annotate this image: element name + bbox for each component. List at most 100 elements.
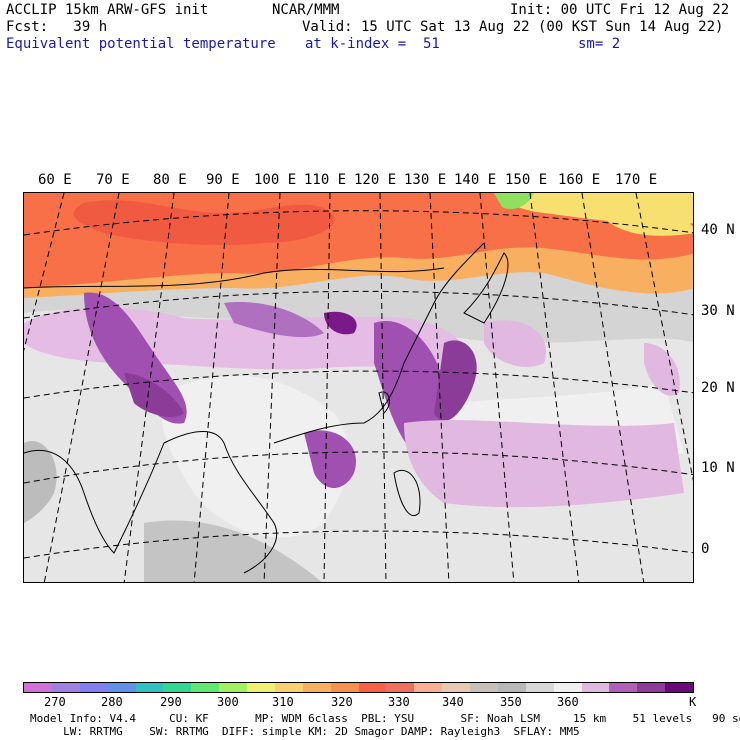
field-name: Equivalent potential temperature bbox=[6, 36, 276, 52]
colorbar-tick: 290 bbox=[160, 695, 182, 709]
colorbar-swatch bbox=[247, 683, 275, 692]
colorbar-swatch bbox=[107, 683, 136, 692]
lon-label: 60 E bbox=[38, 172, 72, 188]
dark-purple-field bbox=[124, 373, 184, 418]
forecast-hour: Fcst: 39 h bbox=[6, 19, 108, 35]
colorbar-swatch bbox=[497, 683, 526, 692]
meridian bbox=[323, 193, 331, 582]
purple-field bbox=[304, 430, 356, 488]
lat-label: 40 N bbox=[701, 222, 735, 238]
lon-label: 170 E bbox=[615, 172, 658, 188]
colorbar-swatch bbox=[135, 683, 164, 692]
lon-label: 140 E bbox=[454, 172, 497, 188]
dark-purple-field bbox=[434, 340, 477, 422]
colorbar-swatch bbox=[609, 683, 638, 692]
map-graphic bbox=[24, 193, 693, 582]
meridian bbox=[479, 193, 515, 582]
japan-coast bbox=[463, 252, 509, 324]
lon-label: 100 E bbox=[254, 172, 297, 188]
light-purple-field bbox=[484, 320, 546, 367]
colorbar-swatch bbox=[302, 683, 331, 692]
meridian bbox=[263, 193, 281, 582]
gray-field bbox=[24, 441, 57, 523]
parallel-30n bbox=[24, 290, 693, 319]
lon-label: 150 E bbox=[505, 172, 548, 188]
parallel-10n bbox=[24, 451, 693, 484]
smoothing-label: sm= 2 bbox=[578, 36, 621, 52]
colorbar-swatch bbox=[442, 683, 470, 692]
colorbar-swatch bbox=[219, 683, 247, 692]
lat-label: 30 N bbox=[701, 303, 735, 319]
lon-label: 70 E bbox=[96, 172, 130, 188]
colorbar-swatch bbox=[79, 683, 108, 692]
colorbar-swatch bbox=[191, 683, 220, 692]
init-time: Init: 00 UTC Fri 12 Aug 22 bbox=[510, 2, 730, 18]
colorbar-swatch bbox=[358, 683, 387, 692]
yellow-core bbox=[604, 215, 693, 236]
colorbar-swatch bbox=[386, 683, 415, 692]
parallel-40n bbox=[24, 210, 693, 236]
colorbar-swatch bbox=[581, 683, 610, 692]
colorbar-swatch bbox=[665, 683, 693, 692]
meridian bbox=[379, 193, 387, 582]
lon-label: 80 E bbox=[153, 172, 187, 188]
china-coast bbox=[273, 242, 485, 444]
green-core bbox=[494, 193, 534, 210]
colorbar-swatch bbox=[51, 683, 80, 692]
colorbar-unit: K bbox=[689, 695, 697, 709]
lon-label: 120 E bbox=[354, 172, 397, 188]
k-index-label: at k-index = 51 bbox=[305, 36, 440, 52]
lon-label: 90 E bbox=[206, 172, 240, 188]
meridian bbox=[123, 193, 175, 582]
colorbar-tick: 320 bbox=[331, 695, 353, 709]
colorbar-tick: 310 bbox=[272, 695, 294, 709]
theta-e-map bbox=[23, 192, 694, 583]
colorbar-swatch bbox=[24, 683, 52, 692]
lon-label: 110 E bbox=[304, 172, 347, 188]
gray-field bbox=[144, 520, 322, 582]
colorbar-swatch bbox=[414, 683, 443, 692]
purple-field bbox=[374, 321, 448, 453]
political-border bbox=[24, 267, 445, 289]
colorbar-tick: 340 bbox=[442, 695, 464, 709]
organization-label: NCAR/MMM bbox=[272, 2, 340, 18]
colorbar-tick: 270 bbox=[44, 695, 66, 709]
lon-label: 160 E bbox=[558, 172, 601, 188]
lat-label: 0 bbox=[701, 541, 710, 557]
light-purple-field bbox=[404, 420, 684, 508]
light-purple-field bbox=[644, 343, 680, 396]
coastlines bbox=[24, 242, 509, 574]
colorbar-swatch bbox=[163, 683, 192, 692]
colorbar-tick: 280 bbox=[101, 695, 123, 709]
lat-label: 10 N bbox=[701, 460, 735, 476]
colorbar-swatch bbox=[330, 683, 359, 692]
colorbar-tick: 330 bbox=[388, 695, 410, 709]
model-info-line: Model Info: V4.4 CU: KF MP: WDM 6class P… bbox=[30, 712, 740, 725]
taiwan-coast bbox=[378, 391, 390, 414]
white-field bbox=[24, 310, 693, 582]
physics-info-line: LW: RRTMG SW: RRTMG DIFF: simple KM: 2D … bbox=[30, 725, 580, 738]
purple-field bbox=[224, 302, 324, 338]
meridian bbox=[529, 193, 580, 582]
colorbar-tick: 300 bbox=[217, 695, 239, 709]
south-asia-coast bbox=[24, 430, 278, 574]
colorbar-swatch bbox=[637, 683, 666, 692]
meridian bbox=[581, 193, 645, 582]
colorbar bbox=[23, 682, 694, 693]
colorbar-swatch bbox=[274, 683, 303, 692]
colorbar-swatch bbox=[525, 683, 554, 692]
lat-label: 20 N bbox=[701, 380, 735, 396]
valid-time: Valid: 15 UTC Sat 13 Aug 22 (00 KST Sun … bbox=[302, 19, 724, 35]
colorbar-tick: 350 bbox=[500, 695, 522, 709]
meridian bbox=[429, 193, 450, 582]
lon-label: 130 E bbox=[404, 172, 447, 188]
dark-purple-field bbox=[324, 311, 357, 335]
hot-core bbox=[73, 200, 335, 245]
white-field bbox=[161, 375, 350, 538]
meridian bbox=[193, 193, 230, 582]
colorbar-swatch bbox=[553, 683, 582, 692]
colorbar-tick: 360 bbox=[557, 695, 579, 709]
colorbar-swatch bbox=[470, 683, 498, 692]
meridian bbox=[43, 193, 120, 582]
parallel-20n bbox=[24, 370, 693, 399]
